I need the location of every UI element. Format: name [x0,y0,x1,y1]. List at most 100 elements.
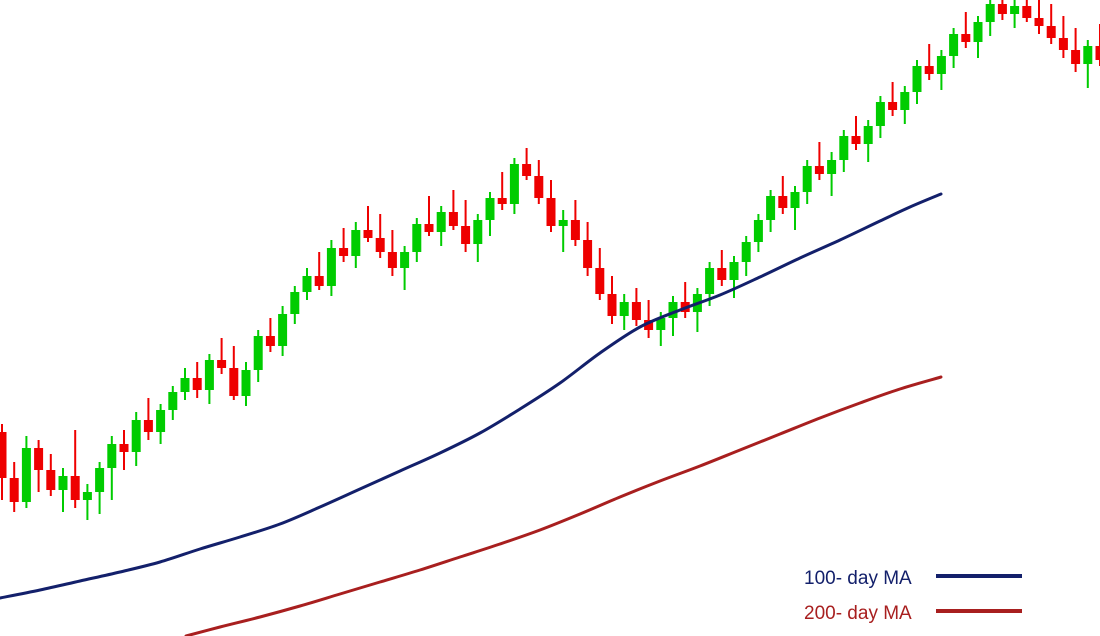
candlestick [863,120,873,162]
candle-body [21,448,31,502]
candlestick [217,338,227,374]
candle-wick [379,214,382,258]
candle-body [961,34,971,42]
legend-label: 100- day MA [804,568,912,589]
candle-body [607,294,617,316]
candle-wick [781,176,784,214]
candle-body [82,492,92,500]
candle-body [1046,26,1056,38]
candlestick [949,28,959,68]
candlestick [705,262,715,306]
candle-body [314,276,324,286]
candle-body [204,360,214,390]
candlestick [412,218,422,262]
candle-wick [269,318,272,352]
candlestick [448,190,458,230]
candle-body [668,302,678,318]
legend-item[interactable]: 200- day MA [804,603,1022,624]
candle-body [278,314,288,346]
candle-body [241,370,251,396]
ma-200-path [184,375,943,636]
legend-item[interactable]: 100- day MA [804,568,1022,589]
candlestick [95,462,105,514]
candlestick [58,468,68,512]
candle-body [290,292,300,314]
candle-body [217,360,227,368]
candlestick [326,240,336,296]
candle-body [192,378,202,390]
candle-wick [928,44,931,80]
candlestick [375,214,385,258]
candlestick [253,330,263,382]
candle-body [436,212,446,232]
candle-body [851,136,861,144]
candle-body [863,126,873,144]
candle-body [839,136,849,160]
candlestick [424,196,434,236]
candle-body [351,230,361,256]
candle-wick [452,190,455,230]
candle-body [168,392,178,410]
candle-body [997,4,1007,14]
candle-body [461,226,471,244]
candlestick [961,12,971,48]
candlestick [34,440,44,492]
candle-body [1058,38,1068,50]
candlestick [290,286,300,324]
candle-body [229,368,239,396]
candle-body [302,276,312,292]
ma-200-line [184,375,943,636]
candle-body [985,4,995,22]
candle-body [522,164,532,176]
candle-body [131,420,141,452]
candle-body [790,192,800,208]
candlestick [473,214,483,262]
candle-wick [891,82,894,116]
candlestick [204,354,214,404]
candlestick [595,248,605,300]
candlestick [1010,0,1020,28]
candle-body [1083,46,1093,64]
candle-body [802,166,812,192]
candle-body [546,198,556,226]
candle-wick [684,282,687,318]
candle-body [58,476,68,490]
candle-wick [367,206,369,242]
candlestick [1022,0,1032,22]
candlestick [570,200,580,246]
candlestick [241,362,251,406]
candle-body [814,166,824,174]
candle-body [705,268,715,294]
candle-body [412,224,422,252]
candle-body [1034,18,1044,26]
candlestick [1071,28,1081,72]
candle-body [656,318,666,330]
candlestick [607,276,617,324]
candle-body [888,102,898,110]
candlestick [827,152,837,196]
candle-wick [147,398,150,440]
candlestick [21,436,31,508]
candle-wick [1062,16,1065,58]
candle-body [485,198,495,220]
chart-legend: 100- day MA 200- day MA [804,568,1022,624]
candlestick [1058,16,1068,58]
candle-body [70,476,80,500]
candle-body [753,220,763,242]
candle-body [265,336,275,346]
candlestick [973,16,983,58]
candle-body [1071,50,1081,64]
candle-body [156,410,166,432]
candle-body [595,268,605,294]
candle-body [119,444,129,452]
candlestick [619,294,629,330]
candle-body [973,22,983,42]
candlestick [558,210,568,252]
candle-wick [855,116,857,150]
candlestick [1046,4,1056,44]
candlestick [753,214,763,252]
candlestick [912,60,922,104]
